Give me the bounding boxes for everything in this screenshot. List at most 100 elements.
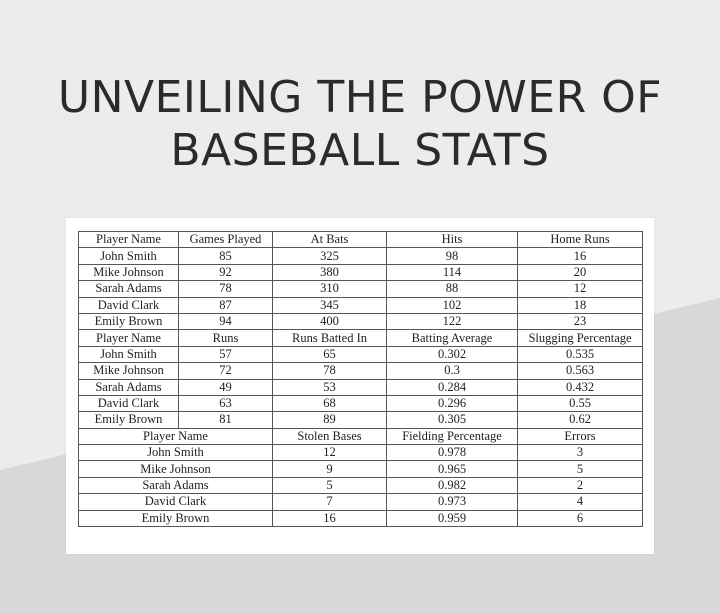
table-cell: 4 [517,493,643,511]
table-cell: 400 [272,312,387,331]
table-cell: 88 [386,280,518,298]
table-cell: 0.432 [517,378,643,396]
table-row: Sarah Adams 5 0.982 2 [78,476,643,495]
column-header: Batting Average [386,329,518,347]
table-cell: 5 [517,460,643,478]
table-cell: 16 [517,247,643,265]
table-cell: 325 [272,247,387,265]
column-header: Player Name [78,427,273,446]
table-cell: 23 [517,312,643,331]
table-cell: 345 [272,296,387,314]
table-cell: 310 [272,280,387,298]
table-row: Emily Brown 94 400 122 23 [78,312,643,331]
table-cell: 7 [272,493,387,511]
table-cell: 16 [272,509,387,528]
table-row: John Smith 57 65 0.302 0.535 [78,345,643,364]
table-cell: David Clark [78,394,179,413]
column-header: Slugging Percentage [517,329,643,347]
table-cell: 102 [386,296,518,314]
table-cell: Sarah Adams [78,476,273,495]
table-cell: 2 [517,476,643,495]
table-cell: 0.959 [386,509,518,528]
table-cell: 0.305 [386,411,518,429]
table-cell: Mike Johnson [78,460,273,478]
table-cell: 0.284 [386,378,518,396]
table-row: Emily Brown 16 0.959 6 [78,509,643,528]
table-cell: John Smith [78,247,179,265]
table-cell: 0.563 [517,362,643,380]
table-cell: 0.982 [386,476,518,495]
table-cell: 78 [272,362,387,380]
table-cell: 0.62 [517,411,643,429]
table-cell: 85 [178,247,273,265]
table-cell: 0.973 [386,493,518,511]
column-header: Stolen Bases [272,427,387,446]
table-row: David Clark 63 68 0.296 0.55 [78,394,643,413]
column-header: Fielding Percentage [386,427,518,446]
page-title-line-2: BASEBALL STATS [170,124,550,176]
table-cell: 9 [272,460,387,478]
table-cell: John Smith [78,444,273,462]
column-header: Runs Batted In [272,329,387,347]
column-header: Player Name [78,329,179,347]
table3-header-row: Player Name Stolen Bases Fielding Percenta… [78,427,643,446]
page-title-line-1: UNVEILING THE POWER OF [57,72,663,123]
table-cell: 63 [178,394,273,413]
table-cell: Emily Brown [78,312,179,331]
table-cell: 53 [272,378,387,396]
column-header: Home Runs [517,230,643,249]
table-cell: 114 [386,263,518,282]
table-cell: 20 [517,263,643,282]
table1-header-row: Player Name Games Played At Bats Hits Home R… [78,230,643,249]
table-row: John Smith 85 325 98 16 [78,247,643,265]
table-row: John Smith 12 0.978 3 [78,444,643,462]
table-cell: Mike Johnson [78,362,179,380]
table-row: David Clark 7 0.973 4 [78,493,643,511]
table-cell: Emily Brown [78,411,179,429]
table-cell: 94 [178,312,273,331]
column-header: Errors [517,427,643,446]
table-cell: David Clark [78,296,179,314]
table-cell: Sarah Adams [78,378,179,396]
table-cell: 0.965 [386,460,518,478]
table-cell: 49 [178,378,273,396]
column-header: Hits [386,230,518,249]
table-cell: John Smith [78,345,179,364]
column-header: Runs [178,329,273,347]
table-cell: 122 [386,312,518,331]
column-header: Games Played [178,230,273,249]
stats-table-body: Player Name Games Played At Bats Hits Home R… [78,230,643,528]
baseball-stats-table: Player Name Games Played At Bats Hits Home R… [78,230,643,528]
table-cell: 0.296 [386,394,518,413]
table-cell: David Clark [78,493,273,511]
table-cell: Sarah Adams [78,280,179,298]
page-title: UNVEILING THE POWER OF BASEBALL STATS [0,72,720,178]
table-cell: 380 [272,263,387,282]
table-row: Emily Brown 81 89 0.305 0.62 [78,411,643,429]
table-cell: 98 [386,247,518,265]
table-row: David Clark 87 345 102 18 [78,296,643,314]
table-cell: 18 [517,296,643,314]
table-cell: 0.978 [386,444,518,462]
table-cell: Mike Johnson [78,263,179,282]
table-cell: 87 [178,296,273,314]
table-cell: 65 [272,345,387,364]
table-cell: 0.55 [517,394,643,413]
table-row: Sarah Adams 49 53 0.284 0.432 [78,378,643,396]
column-header: Player Name [78,230,179,249]
table-cell: 72 [178,362,273,380]
stats-sheet: Player Name Games Played At Bats Hits Home R… [66,218,654,554]
table-cell: 78 [178,280,273,298]
table-cell: 0.302 [386,345,518,364]
table-row: Mike Johnson 72 78 0.3 0.563 [78,362,643,380]
table-cell: 5 [272,476,387,495]
table-cell: 0.535 [517,345,643,364]
table-row: Sarah Adams 78 310 88 12 [78,280,643,298]
table-row: Mike Johnson 9 0.965 5 [78,460,643,478]
table-cell: 57 [178,345,273,364]
table-cell: 12 [517,280,643,298]
table-cell: Emily Brown [78,509,273,528]
table-cell: 89 [272,411,387,429]
table-cell: 0.3 [386,362,518,380]
table-cell: 92 [178,263,273,282]
